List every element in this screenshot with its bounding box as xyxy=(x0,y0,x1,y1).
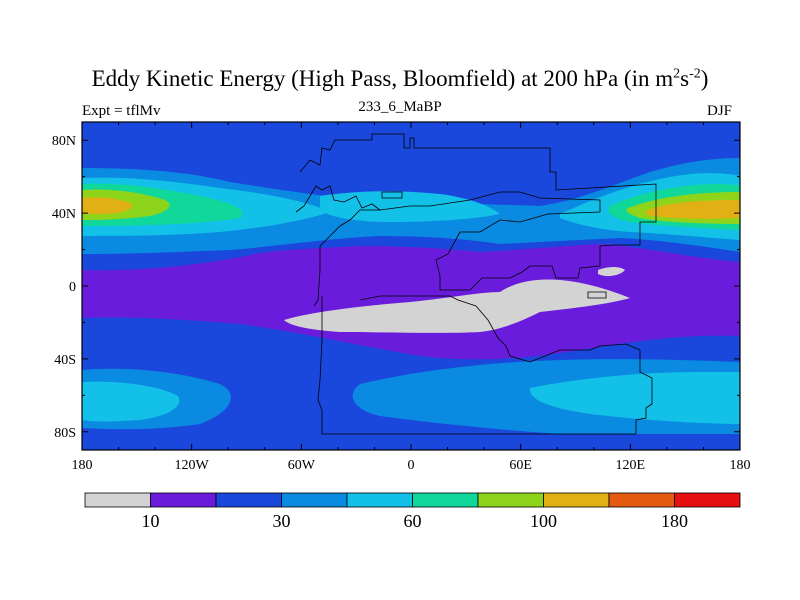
land-outline-south xyxy=(317,295,653,435)
map-field xyxy=(82,122,740,450)
contour-north-level6-pacific xyxy=(82,197,133,214)
colorbar-label: 180 xyxy=(661,511,688,531)
experiment-code: 233_6_MaBP xyxy=(358,99,442,115)
land-outline-small xyxy=(587,291,607,299)
land-outline-interior xyxy=(295,185,381,213)
axis-ticks xyxy=(81,122,741,450)
contour-north-level3-atlantic xyxy=(320,191,500,222)
colorbar-swatch xyxy=(150,492,217,508)
colorbar-label: 10 xyxy=(142,511,160,531)
colorbar-label: 30 xyxy=(273,511,291,531)
axis-labels: 80N 40N 0 40S 80S 180 120W 60W 0 60E 120E 180 xyxy=(52,134,751,473)
colorbar-swatch xyxy=(674,492,741,508)
lat-tick-label: 80S xyxy=(54,426,76,441)
colorbar-swatch xyxy=(412,492,479,508)
contour-north-level6-asia xyxy=(645,200,740,219)
contour-below-small xyxy=(598,267,625,277)
lat-tick-label: 40S xyxy=(54,353,76,368)
contour-south-polar xyxy=(82,434,740,450)
contour-below-lowest xyxy=(284,279,630,333)
colorbar-label: 100 xyxy=(530,511,557,531)
colorbar-swatch xyxy=(84,492,151,508)
colorbar-swatch xyxy=(608,492,675,508)
lon-tick-label: 120W xyxy=(175,458,210,473)
lon-tick-label: 180 xyxy=(72,458,93,473)
colorbar-swatch xyxy=(346,492,413,508)
experiment-label: Expt = tflMv xyxy=(82,103,161,119)
lon-tick-label: 180 xyxy=(730,458,751,473)
land-outlines xyxy=(295,133,657,435)
map-title: Eddy Kinetic Energy (High Pass, Bloomfie… xyxy=(91,66,709,91)
lon-tick-label: 60W xyxy=(288,458,316,473)
contour-south-level3-indian xyxy=(529,372,740,424)
colorbar xyxy=(84,492,741,508)
colorbar-labels: 10 30 60 100 180 xyxy=(142,511,689,531)
lat-tick-label: 0 xyxy=(69,280,76,295)
land-outline-north xyxy=(299,133,657,307)
colorbar-swatch xyxy=(215,492,282,508)
colorbar-label: 60 xyxy=(404,511,422,531)
land-outline-island xyxy=(381,191,403,199)
season-label: DJF xyxy=(707,103,733,119)
lat-tick-label: 40N xyxy=(52,207,76,222)
colorbar-swatch xyxy=(477,492,544,508)
colorbar-swatch xyxy=(281,492,348,508)
lat-tick-label: 80N xyxy=(52,134,76,149)
lon-tick-label: 120E xyxy=(616,458,646,473)
lon-tick-label: 0 xyxy=(408,458,415,473)
contour-south-level3-pacific xyxy=(82,381,180,422)
lon-tick-label: 60E xyxy=(509,458,532,473)
colorbar-swatch xyxy=(543,492,610,508)
